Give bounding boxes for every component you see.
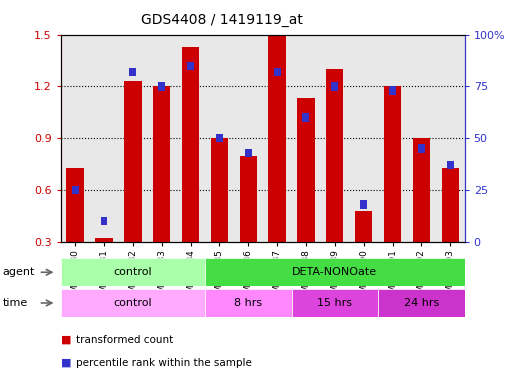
Bar [360,200,367,209]
Bar [129,68,136,76]
Bar [67,168,84,242]
Bar [274,68,280,76]
Bar [320,35,349,242]
Bar [158,82,165,91]
Bar [441,168,459,242]
Text: 24 hrs: 24 hrs [404,298,439,308]
Text: transformed count: transformed count [76,335,173,345]
Bar [291,35,320,242]
Bar [205,258,465,286]
Bar [153,86,171,242]
Bar [378,289,465,317]
Bar [407,35,436,242]
Bar [303,113,309,122]
Text: time: time [3,298,28,308]
Text: control: control [114,298,152,308]
Bar [355,211,372,242]
Bar [291,289,378,317]
Bar [61,289,205,317]
Bar [182,47,199,242]
Bar [413,138,430,242]
Bar [240,156,257,242]
Bar [216,134,223,142]
Bar [61,35,90,242]
Bar [147,35,176,242]
Bar [332,82,338,91]
Bar [211,138,228,242]
Text: ■: ■ [61,358,71,368]
Bar [389,86,396,95]
Bar [245,149,252,157]
Bar [349,35,378,242]
Bar [234,35,262,242]
Bar [297,99,315,242]
Bar [436,35,465,242]
Text: DETA-NONOate: DETA-NONOate [292,267,378,277]
Bar [72,186,79,194]
Bar [176,35,205,242]
Bar [90,35,118,242]
Text: GDS4408 / 1419119_at: GDS4408 / 1419119_at [141,13,303,27]
Bar [205,289,291,317]
Bar [378,35,407,242]
Bar [447,161,454,169]
Text: percentile rank within the sample: percentile rank within the sample [76,358,251,368]
Bar [61,258,205,286]
Bar [187,61,194,70]
Bar [96,238,112,242]
Bar [384,86,401,242]
Text: 15 hrs: 15 hrs [317,298,352,308]
Bar [100,217,108,225]
Bar [262,35,291,242]
Text: 8 hrs: 8 hrs [234,298,262,308]
Bar [268,35,286,242]
Bar [418,144,425,153]
Text: agent: agent [3,267,35,277]
Bar [124,81,142,242]
Bar [326,69,343,242]
Bar [118,35,147,242]
Text: control: control [114,267,152,277]
Text: ■: ■ [61,335,71,345]
Bar [205,35,234,242]
